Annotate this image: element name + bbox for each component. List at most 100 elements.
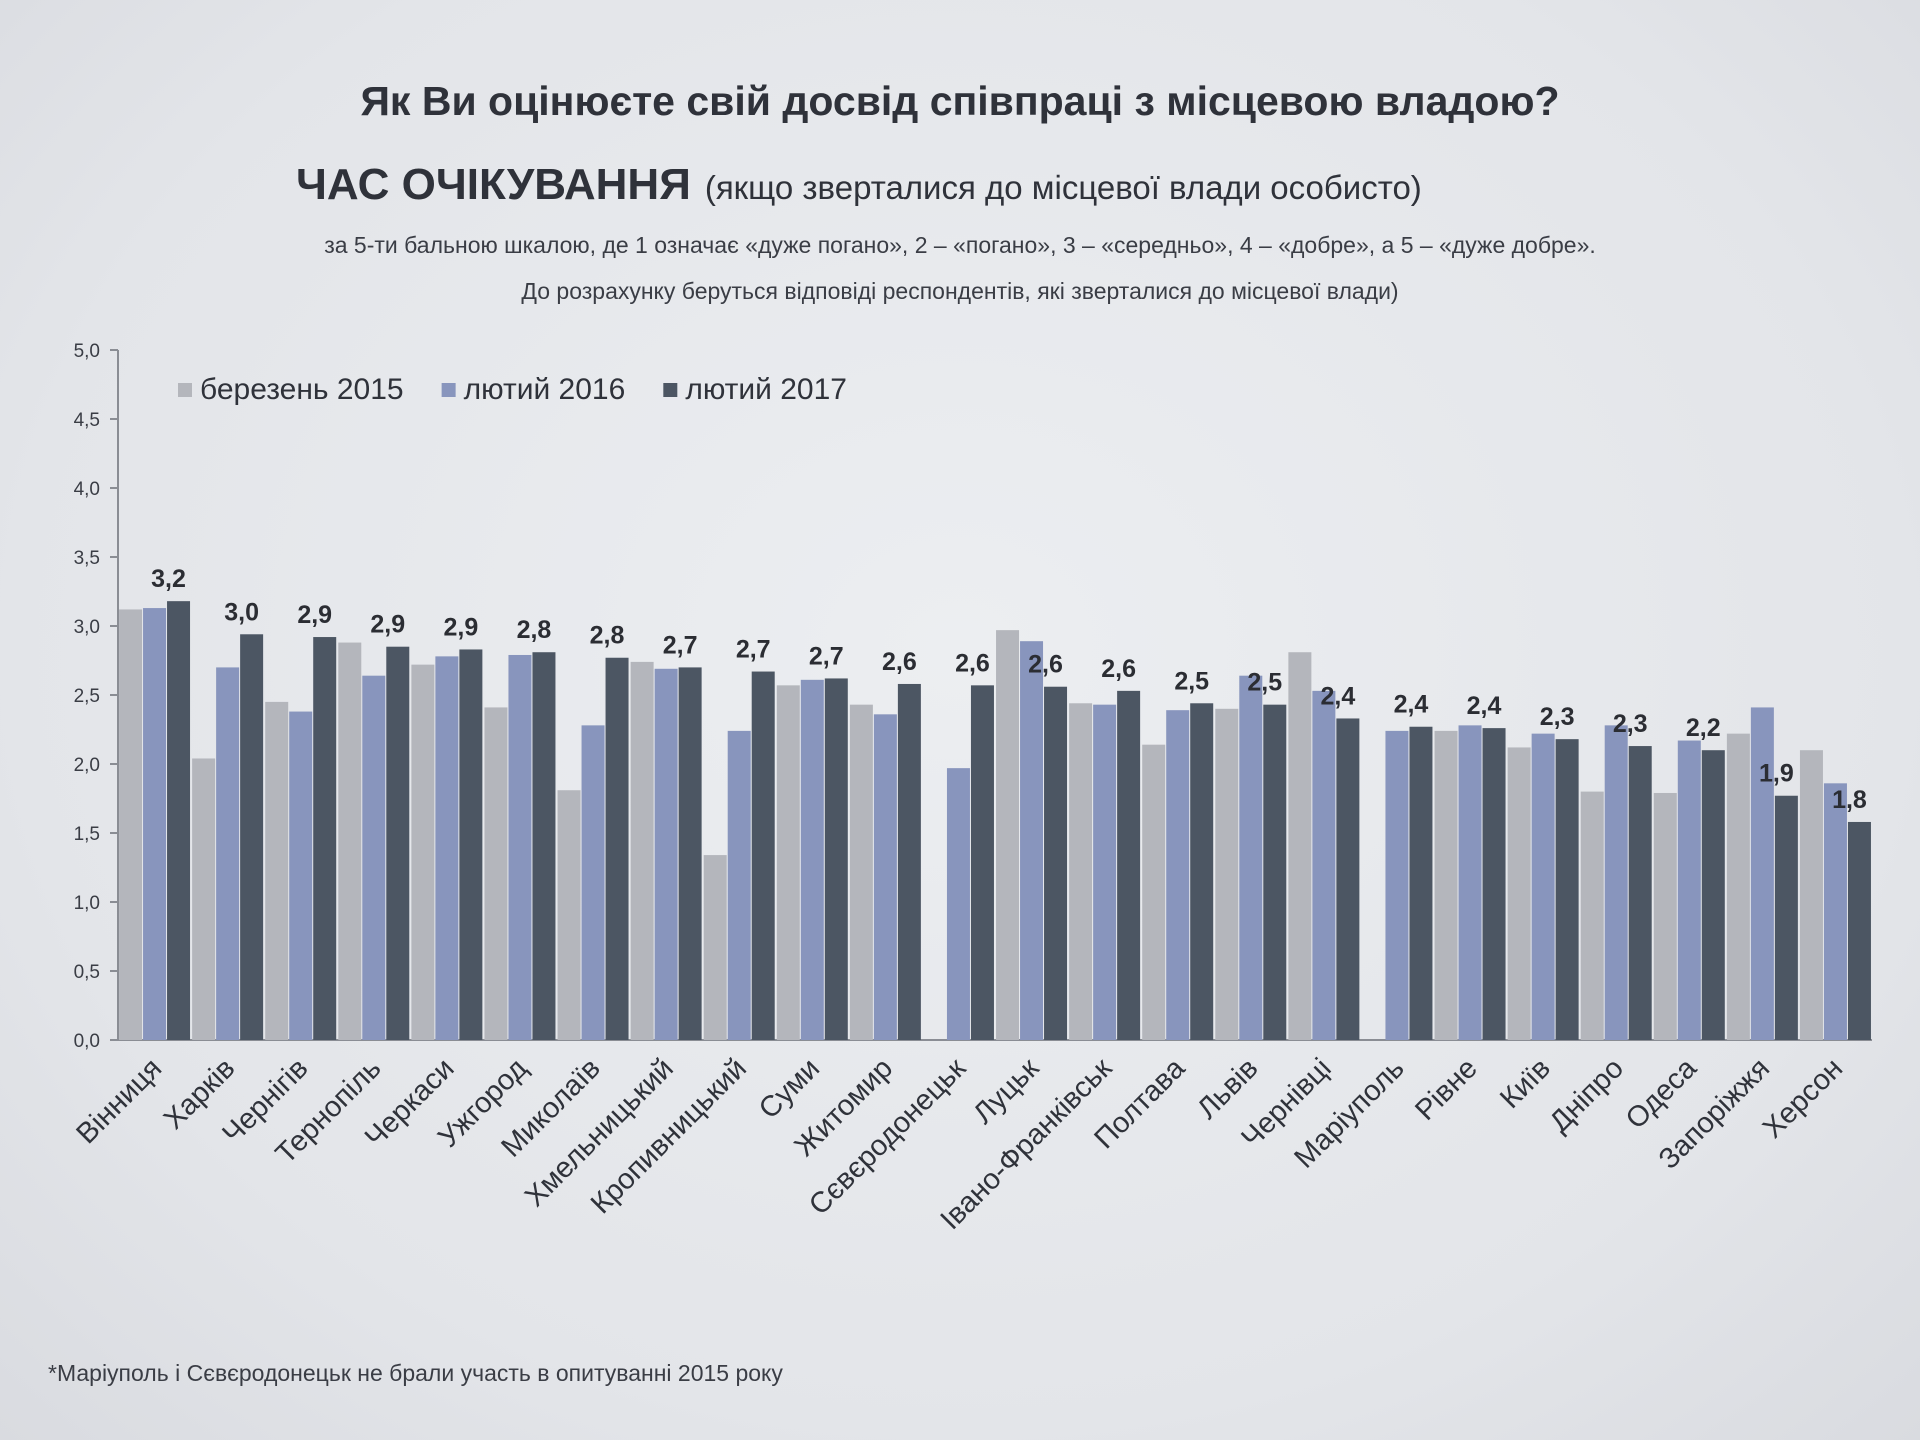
data-label: 3,0	[224, 598, 259, 626]
bar	[1020, 641, 1044, 1040]
bar	[1555, 739, 1579, 1040]
y-tick-label: 2,0	[74, 755, 100, 776]
bar	[1726, 733, 1750, 1040]
bar	[240, 634, 264, 1040]
data-label: 2,3	[1540, 703, 1575, 731]
bar	[1385, 730, 1409, 1040]
bar	[1117, 690, 1141, 1040]
y-tick-label: 4,5	[74, 410, 100, 431]
bar	[1312, 690, 1336, 1040]
y-tick-label: 3,5	[74, 548, 100, 569]
data-label: 2,4	[1467, 692, 1502, 720]
bar	[1677, 740, 1701, 1040]
bar	[849, 704, 873, 1040]
bar	[1239, 675, 1263, 1040]
y-tick-label: 0,5	[74, 962, 100, 983]
bar	[313, 637, 337, 1040]
bar	[532, 652, 556, 1040]
y-tick-label: 2,5	[74, 686, 100, 707]
subtitle-line: ЧАС ОЧІКУВАННЯ (якщо зверталися до місцев…	[296, 160, 1422, 210]
description-line-1: за 5-ти бальною шкалою, де 1 означає «ду…	[324, 232, 1596, 258]
data-label: 2,3	[1613, 710, 1648, 738]
legend-swatch	[441, 383, 456, 397]
data-label: 2,5	[1174, 667, 1209, 695]
bar	[1434, 730, 1458, 1040]
bar	[1482, 728, 1506, 1040]
legend-label: лютий 2016	[464, 373, 626, 406]
chart-subtitle: ЧАС ОЧІКУВАННЯ	[296, 160, 691, 209]
bar	[1409, 726, 1433, 1040]
data-label: 3,2	[151, 565, 186, 593]
y-tick-label: 3,0	[74, 617, 100, 638]
bar	[581, 725, 605, 1040]
bar	[143, 608, 167, 1040]
bar	[192, 758, 216, 1040]
bar	[1166, 710, 1190, 1040]
bar	[362, 675, 386, 1040]
y-tick-label: 1,0	[74, 893, 100, 914]
bar	[1069, 703, 1093, 1040]
bar	[1580, 791, 1604, 1040]
y-tick-label: 1,5	[74, 824, 100, 845]
bar	[484, 707, 508, 1040]
bar	[435, 656, 459, 1040]
data-label: 2,5	[1247, 669, 1282, 697]
bar	[1263, 704, 1287, 1040]
data-label: 2,6	[1101, 655, 1136, 683]
category-label: Дніпро	[1544, 1052, 1630, 1138]
data-label: 2,7	[663, 631, 698, 659]
bar	[1507, 747, 1531, 1040]
legend-label: лютий 2017	[685, 373, 847, 406]
bar	[897, 683, 921, 1040]
bar	[1190, 703, 1214, 1040]
bar	[459, 649, 483, 1040]
bar	[1336, 718, 1360, 1040]
bar	[1847, 821, 1871, 1040]
bar	[996, 630, 1020, 1040]
bar	[1799, 750, 1823, 1040]
bar	[800, 679, 824, 1040]
data-label: 2,8	[517, 616, 552, 644]
y-tick-label: 4,0	[74, 479, 100, 500]
category-label: Вінниця	[70, 1052, 168, 1150]
bar	[630, 661, 654, 1040]
bar	[970, 685, 994, 1040]
bar	[167, 601, 191, 1040]
data-label: 2,6	[955, 649, 990, 677]
legend-label: березень 2015	[200, 373, 404, 406]
legend-swatch	[178, 383, 192, 397]
bar	[1142, 744, 1166, 1040]
bar	[946, 768, 970, 1040]
bar	[727, 730, 751, 1040]
bar	[411, 664, 435, 1040]
bar	[1653, 792, 1677, 1040]
bar	[605, 657, 629, 1040]
bar	[776, 685, 800, 1040]
bar	[1044, 686, 1068, 1040]
bar	[1701, 750, 1725, 1040]
data-label: 1,9	[1759, 760, 1794, 788]
data-label: 2,2	[1686, 714, 1721, 742]
subtitle-note: (якщо зверталися до місцевої влади особи…	[704, 169, 1422, 206]
legend-swatch	[663, 383, 678, 397]
footnote: *Маріуполь і Сєвєродонецьк не брали учас…	[48, 1360, 783, 1386]
data-label: 2,9	[297, 601, 332, 629]
category-label: Херсон	[1757, 1052, 1849, 1144]
bar	[873, 714, 897, 1040]
bar	[1531, 733, 1555, 1040]
bar	[1750, 707, 1774, 1040]
data-label: 2,6	[882, 648, 917, 676]
bar	[119, 609, 143, 1040]
bar	[265, 701, 289, 1040]
data-label: 1,8	[1832, 786, 1867, 814]
bar	[1604, 725, 1628, 1040]
data-label: 2,7	[736, 636, 771, 664]
bar	[289, 711, 313, 1040]
data-label: 2,8	[590, 622, 625, 650]
bar	[1628, 746, 1652, 1040]
y-tick-label: 0,0	[74, 1031, 100, 1052]
bar	[678, 667, 702, 1040]
bar	[1823, 783, 1847, 1040]
data-label: 2,7	[809, 642, 844, 670]
